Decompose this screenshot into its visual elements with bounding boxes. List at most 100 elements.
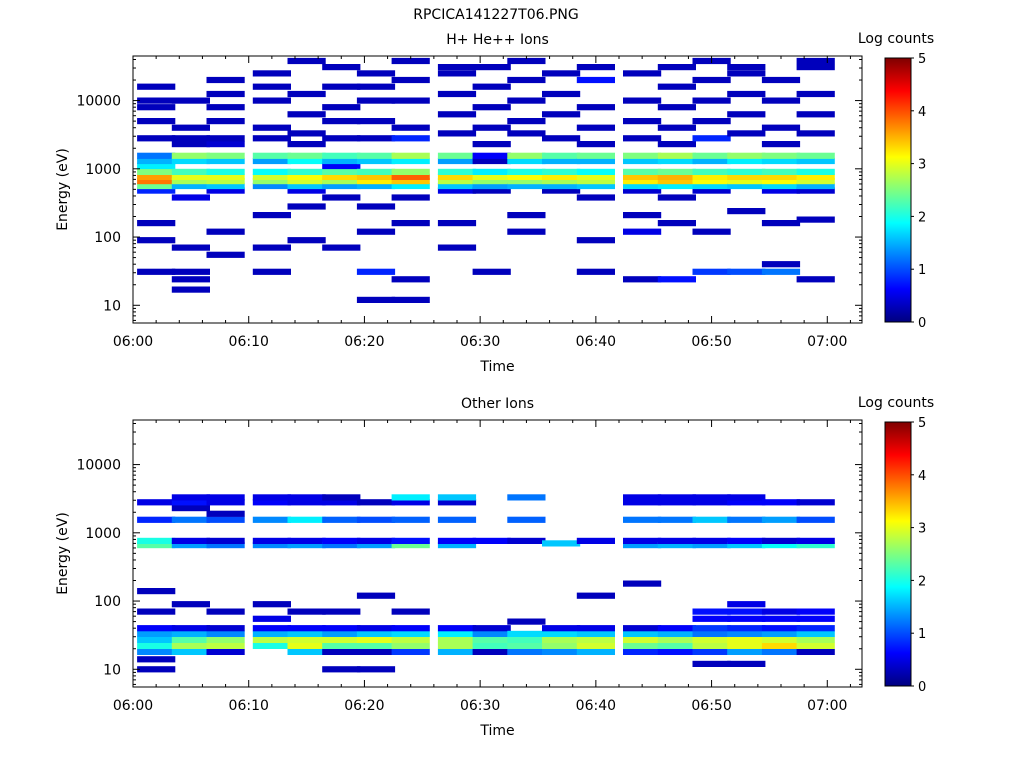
- colorbar-label: Log counts: [858, 395, 934, 411]
- heatmap-cell: [727, 90, 766, 98]
- heatmap-cell: [137, 625, 176, 632]
- heatmap-cell: [472, 268, 511, 275]
- heatmap-cell: [727, 660, 766, 667]
- heatmap-cell: [692, 97, 731, 104]
- heatmap-cell: [287, 90, 326, 98]
- heatmap-cell: [206, 118, 245, 125]
- heatmap-cell: [322, 157, 361, 165]
- heatmap-cell: [437, 187, 477, 194]
- heatmap-cell: [322, 648, 361, 655]
- heatmap-cell: [727, 537, 766, 544]
- heatmap-cell: [796, 516, 835, 523]
- heatmap-cell: [137, 666, 176, 673]
- heatmap-cell: [356, 296, 396, 303]
- heatmap-cell: [796, 157, 835, 165]
- heatmap-cell: [727, 64, 766, 71]
- heatmap-cell: [761, 178, 801, 185]
- heatmap-cell: [252, 542, 291, 549]
- heatmap-cell: [322, 666, 361, 673]
- heatmap-cell: [252, 97, 291, 104]
- heatmap-cell: [356, 70, 396, 77]
- heatmap-cell: [391, 124, 430, 131]
- heatmap-cell: [206, 642, 245, 649]
- colorbar-tick-label: 4: [918, 469, 926, 484]
- heatmap-cell: [322, 499, 361, 506]
- heatmap-cell: [761, 542, 801, 549]
- heatmap-cell: [356, 118, 396, 125]
- heatmap-cell: [623, 152, 662, 159]
- heatmap-cell: [356, 537, 396, 544]
- heatmap-cell: [252, 516, 291, 523]
- heatmap-cell: [623, 542, 662, 549]
- heatmap-cell: [692, 537, 731, 544]
- heatmap-cell: [796, 130, 835, 137]
- heatmap-cell: [206, 251, 245, 258]
- heatmap-cell: [761, 97, 801, 104]
- heatmap-cell: [761, 615, 801, 622]
- x-axis-label: Time: [479, 359, 514, 375]
- heatmap-cell: [472, 636, 511, 643]
- heatmap-cell: [576, 630, 615, 637]
- heatmap-cell: [507, 168, 546, 175]
- heatmap-cell: [137, 173, 176, 180]
- heatmap-cell: [576, 237, 615, 244]
- heatmap-cell: [623, 173, 662, 180]
- heatmap-cell: [252, 615, 291, 622]
- heatmap-cell: [692, 118, 731, 125]
- heatmap-cell: [657, 642, 696, 649]
- heatmap-cell: [472, 83, 511, 90]
- heatmap-cell: [623, 580, 662, 587]
- heatmap-cell: [287, 141, 326, 148]
- heatmap-cell: [171, 286, 210, 293]
- heatmap-cell: [657, 499, 696, 506]
- heatmap-cell: [796, 608, 835, 615]
- heatmap-cell: [507, 537, 546, 544]
- heatmap-cell: [171, 630, 210, 637]
- heatmap-cell: [507, 618, 546, 625]
- heatmap-cell: [391, 516, 430, 523]
- heatmap-cell: [137, 104, 176, 111]
- x-tick-label: 06:50: [691, 698, 731, 714]
- heatmap-cell: [437, 499, 477, 506]
- heatmap-cell: [171, 499, 210, 506]
- heatmap-cell: [391, 135, 430, 142]
- heatmap-cell: [137, 636, 176, 643]
- heatmap-cell: [692, 228, 731, 235]
- heatmap-cell: [356, 157, 396, 165]
- heatmap-cell: [322, 625, 361, 632]
- heatmap-cell: [206, 104, 245, 111]
- heatmap-cell: [287, 182, 326, 190]
- heatmap-cell: [356, 499, 396, 506]
- x-tick-label: 06:30: [460, 698, 500, 714]
- heatmap-cell: [322, 194, 361, 201]
- heatmap-cell: [137, 182, 176, 190]
- heatmap-cell: [356, 97, 396, 104]
- heatmap-cell: [796, 276, 835, 283]
- heatmap-cell: [252, 135, 291, 142]
- heatmap-cell: [623, 168, 662, 175]
- y-axis-label: Energy (eV): [55, 512, 71, 595]
- heatmap-cell: [796, 542, 835, 549]
- x-tick-label: 06:00: [113, 334, 153, 350]
- heatmap-cell: [206, 648, 245, 655]
- heatmap-cell: [206, 141, 245, 148]
- heatmap-cell: [761, 187, 801, 194]
- heatmap-cell: [137, 268, 176, 275]
- heatmap-cell: [623, 182, 662, 190]
- y-tick-label: 10000: [76, 94, 121, 110]
- heatmap-cell: [692, 173, 731, 180]
- x-tick-label: 06:50: [691, 334, 731, 350]
- heatmap-cell: [437, 516, 477, 523]
- heatmap-cell: [171, 124, 210, 131]
- heatmap-cell: [206, 537, 245, 544]
- heatmap-cell: [206, 510, 245, 517]
- heatmap-cell: [576, 64, 615, 71]
- heatmap-cell: [542, 157, 581, 165]
- heatmap-cell: [761, 499, 801, 506]
- heatmap-cell: [692, 135, 731, 142]
- heatmap-cell: [727, 173, 766, 180]
- heatmap-cell: [206, 173, 245, 180]
- heatmap-cell: [472, 178, 511, 185]
- heatmap-cell: [796, 152, 835, 159]
- heatmap-cell: [657, 194, 696, 201]
